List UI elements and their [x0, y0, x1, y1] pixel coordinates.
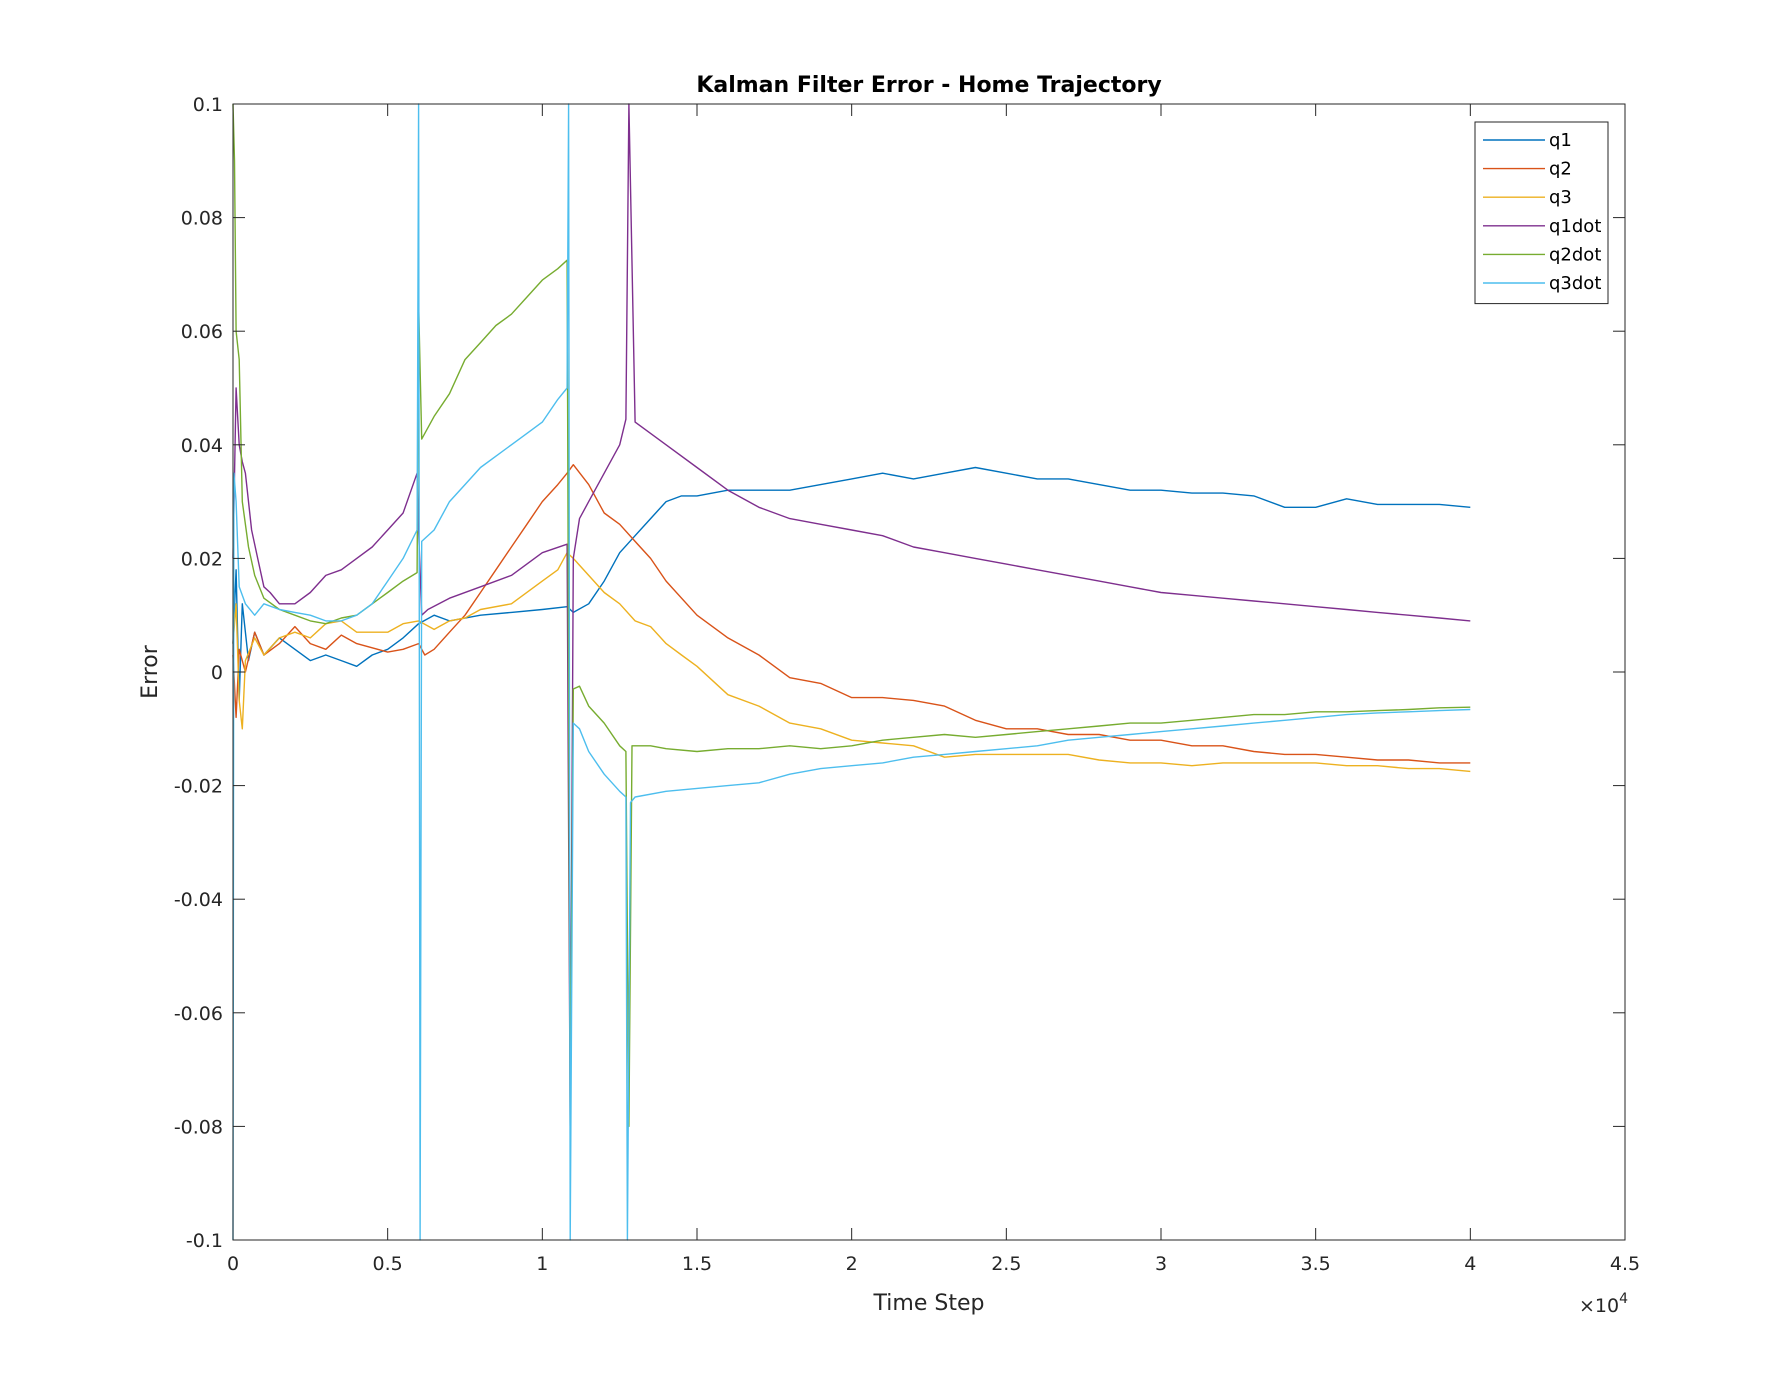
y-tick-label: 0.1: [193, 94, 223, 116]
series-line-q1: [232, 466, 1471, 702]
plot-area: [233, 104, 1625, 1240]
x-tick-label: 0.5: [373, 1253, 403, 1275]
y-axis-label: Error: [138, 644, 163, 699]
series-line-q1dot: [232, 103, 1471, 1128]
x-tick-label: 0: [227, 1253, 239, 1275]
series-line-q2: [232, 464, 1471, 764]
legend-entry-q1: q1: [1549, 130, 1572, 151]
y-tick-label: -0.08: [174, 1116, 223, 1138]
ticks-layer: 0 0.5 1 1.5 2 2.5 3 3.5 4 4.5 -0.1 -0.08 -0.06 -0.04 -…: [174, 94, 1640, 1275]
x-tick-label: 2.5: [991, 1253, 1021, 1275]
x-tick-label: 4: [1464, 1253, 1476, 1275]
legend-entry-q1dot: q1dot: [1549, 216, 1601, 237]
y-tick-label: -0.1: [186, 1230, 223, 1252]
series-layer: [232, 103, 1471, 1241]
y-tick-label: -0.02: [174, 776, 223, 798]
legend-entry-q2: q2: [1549, 159, 1572, 180]
y-tick-label: -0.04: [174, 889, 223, 911]
chart-title: Kalman Filter Error - Home Trajectory: [696, 73, 1161, 98]
legend: q1 q2 q3 q1dot q2dot q3dot: [1474, 121, 1609, 305]
x-exponent-label: ×104: [1579, 1291, 1628, 1317]
legend-entry-q2dot: q2dot: [1549, 244, 1601, 265]
y-tick-label: 0: [211, 662, 223, 684]
y-tick-label: 0.04: [181, 435, 223, 457]
x-tick-label: 4.5: [1610, 1253, 1640, 1275]
legend-entry-q3dot: q3dot: [1549, 273, 1601, 294]
x-tick-label: 3: [1155, 1253, 1167, 1275]
x-tick-label: 1.5: [682, 1253, 712, 1275]
series-line-q3dot: [232, 103, 1471, 1241]
y-tick-label: 0.06: [181, 321, 223, 343]
x-exponent-base: ×10: [1579, 1295, 1619, 1317]
series-line-q3: [232, 552, 1471, 773]
x-tick-label: 2: [846, 1253, 858, 1275]
x-tick-label: 3.5: [1301, 1253, 1331, 1275]
series-line-q2dot: [232, 103, 1471, 1128]
y-tick-label: 0.02: [181, 548, 223, 570]
y-tick-label: -0.06: [174, 1003, 223, 1025]
x-axis-label: Time Step: [873, 1291, 985, 1316]
x-exponent-power: 4: [1619, 1291, 1628, 1307]
legend-entry-q3: q3: [1549, 187, 1572, 208]
legend-box: [1474, 121, 1609, 305]
y-tick-label: 0.08: [181, 208, 223, 230]
x-tick-label: 1: [536, 1253, 548, 1275]
